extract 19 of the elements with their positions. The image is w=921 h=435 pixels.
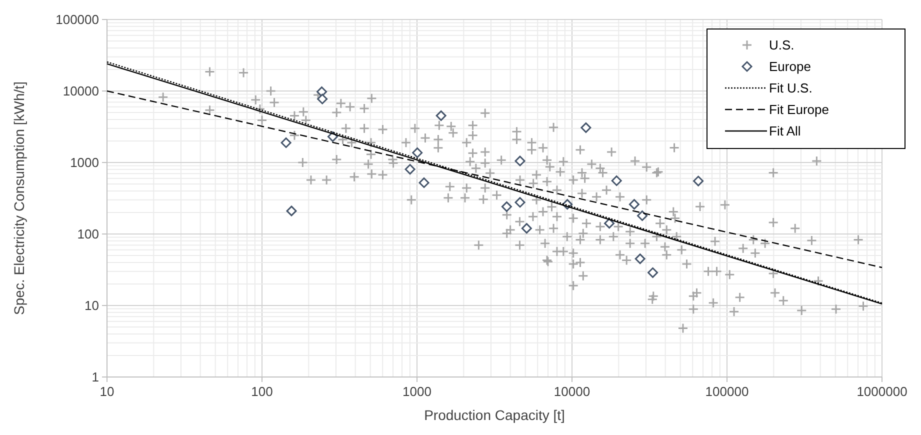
x-tick-label: 100000 [705, 384, 749, 399]
legend-label: Fit All [769, 124, 801, 138]
x-tick-label: 10 [100, 384, 114, 399]
legend-label: Fit Europe [769, 102, 829, 117]
x-tick-label: 100 [251, 384, 273, 399]
y-tick-label: 100000 [56, 12, 99, 27]
y-tick-label: 10000 [62, 84, 99, 98]
legend-label: Europe [769, 59, 811, 74]
y-tick-label: 1000 [70, 155, 99, 170]
y-tick-label: 10 [84, 298, 99, 313]
legend-label: Fit U.S. [769, 80, 812, 96]
x-tick-label: 1000 [402, 384, 432, 399]
y-axis-title: Spec. Electricity Consumption [kWh/t] [11, 82, 27, 315]
x-tick-label: 10000 [554, 384, 590, 399]
legend-label: U.S. [769, 38, 794, 52]
x-tick-label: 1000000 [856, 384, 908, 399]
y-tick-label: 1 [92, 370, 99, 384]
y-tick-label: 100 [77, 226, 99, 242]
x-axis-title: Production Capacity [t] [424, 407, 565, 423]
